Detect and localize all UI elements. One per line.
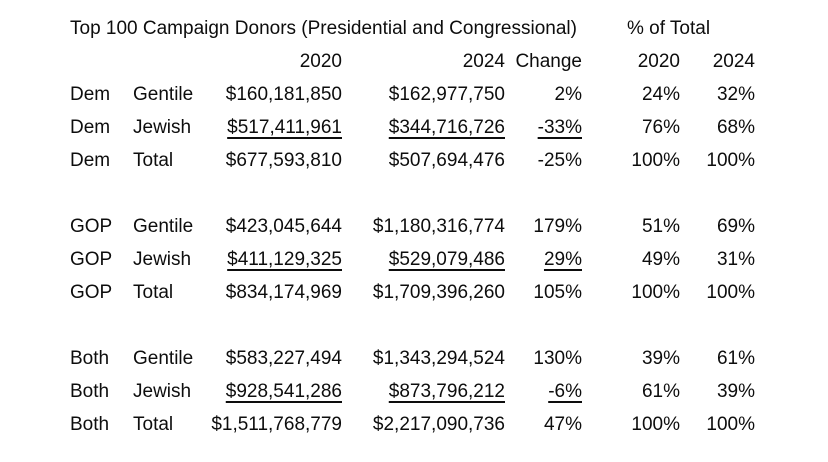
amount-2024-cell: $1,180,316,774 xyxy=(372,216,505,237)
amount-2024-cell: $1,709,396,260 xyxy=(372,282,505,303)
pct-2024-cell: 100% xyxy=(706,282,755,303)
change-cell: 105% xyxy=(533,282,582,303)
group-cell: Gentile xyxy=(133,348,194,369)
amount-2020-cell: $517,411,961 xyxy=(227,117,342,138)
party-cell: GOP xyxy=(70,249,113,270)
group-cell: Jewish xyxy=(133,249,192,270)
table-row: Dem Jewish $517,411,961 $344,716,726 -33… xyxy=(70,111,755,144)
pct-2020-header: 2020 xyxy=(637,51,680,72)
pct-2020-cell: 51% xyxy=(641,216,680,237)
pct-2024-cell: 61% xyxy=(716,348,755,369)
group-header-blank xyxy=(133,45,208,78)
amount-2024-cell: $344,716,726 xyxy=(388,117,505,138)
pct-2024-cell: 39% xyxy=(716,381,755,402)
amount-2024-cell: $2,217,090,736 xyxy=(372,414,505,435)
party-cell: Dem xyxy=(70,117,111,138)
group-cell: Total xyxy=(133,414,174,435)
pct-of-total-group-header: % of Total xyxy=(626,18,711,39)
party-cell: Both xyxy=(70,381,110,402)
group-cell: Jewish xyxy=(133,381,192,402)
amount-2020-cell: $677,593,810 xyxy=(225,150,342,171)
pct-2024-cell: 31% xyxy=(716,249,755,270)
change-header: Change xyxy=(515,51,582,72)
pct-2020-cell: 39% xyxy=(641,348,680,369)
amount-2020-cell: $423,045,644 xyxy=(225,216,342,237)
amount-2024-cell: $529,079,486 xyxy=(388,249,505,270)
table-row: GOP Gentile $423,045,644 $1,180,316,774 … xyxy=(70,210,755,243)
table-row: Both Jewish $928,541,286 $873,796,212 -6… xyxy=(70,375,755,408)
change-cell: 47% xyxy=(543,414,582,435)
change-cell: 29% xyxy=(543,249,582,270)
group-cell: Jewish xyxy=(133,117,192,138)
amount-2020-header: 2020 xyxy=(299,51,342,72)
spacer-row xyxy=(70,309,755,342)
pct-2024-cell: 100% xyxy=(706,414,755,435)
pct-2024-cell: 68% xyxy=(716,117,755,138)
amount-2020-cell: $583,227,494 xyxy=(225,348,342,369)
pct-2024-cell: 32% xyxy=(716,84,755,105)
party-header-blank xyxy=(70,45,133,78)
amount-2020-cell: $160,181,850 xyxy=(225,84,342,105)
amount-2024-cell: $162,977,750 xyxy=(388,84,505,105)
pct-2020-cell: 100% xyxy=(631,150,680,171)
donors-table: Top 100 Campaign Donors (Presidential an… xyxy=(70,12,755,441)
column-header-row: 2020 2024 Change 2020 2024 xyxy=(70,45,755,78)
table-row: GOP Total $834,174,969 $1,709,396,260 10… xyxy=(70,276,755,309)
change-cell: 2% xyxy=(554,84,582,105)
pct-2024-cell: 69% xyxy=(716,216,755,237)
pct-2020-cell: 24% xyxy=(641,84,680,105)
party-cell: Dem xyxy=(70,84,111,105)
pct-2020-cell: 49% xyxy=(641,249,680,270)
table-row: Both Gentile $583,227,494 $1,343,294,524… xyxy=(70,342,755,375)
group-cell: Gentile xyxy=(133,84,194,105)
pct-2020-cell: 100% xyxy=(631,414,680,435)
amount-2024-cell: $873,796,212 xyxy=(388,381,505,402)
amount-2020-cell: $834,174,969 xyxy=(225,282,342,303)
amount-2020-cell: $928,541,286 xyxy=(225,381,342,402)
party-cell: GOP xyxy=(70,216,113,237)
amount-2024-header: 2024 xyxy=(462,51,505,72)
pct-2020-cell: 61% xyxy=(641,381,680,402)
party-cell: Both xyxy=(70,414,110,435)
pct-2024-cell: 100% xyxy=(706,150,755,171)
group-cell: Total xyxy=(133,282,174,303)
change-cell: -25% xyxy=(537,150,582,171)
title-row: Top 100 Campaign Donors (Presidential an… xyxy=(70,12,755,45)
table-row: GOP Jewish $411,129,325 $529,079,486 29%… xyxy=(70,243,755,276)
pct-2020-cell: 76% xyxy=(641,117,680,138)
amount-2024-cell: $1,343,294,524 xyxy=(372,348,505,369)
spacer-row xyxy=(70,177,755,210)
amount-2020-cell: $411,129,325 xyxy=(227,249,342,270)
table-row: Dem Gentile $160,181,850 $162,977,750 2%… xyxy=(70,78,755,111)
pct-2020-cell: 100% xyxy=(631,282,680,303)
amount-2020-cell: $1,511,768,779 xyxy=(211,414,342,435)
table-row: Dem Total $677,593,810 $507,694,476 -25%… xyxy=(70,144,755,177)
amount-2024-cell: $507,694,476 xyxy=(388,150,505,171)
change-cell: 179% xyxy=(533,216,582,237)
group-cell: Total xyxy=(133,150,174,171)
party-cell: Both xyxy=(70,348,110,369)
group-cell: Gentile xyxy=(133,216,194,237)
table-row: Both Total $1,511,768,779 $2,217,090,736… xyxy=(70,408,755,441)
change-cell: -33% xyxy=(537,117,582,138)
change-cell: -6% xyxy=(548,381,582,402)
party-cell: GOP xyxy=(70,282,113,303)
party-cell: Dem xyxy=(70,150,111,171)
pct-2024-header: 2024 xyxy=(712,51,755,72)
change-cell: 130% xyxy=(533,348,582,369)
table-title: Top 100 Campaign Donors (Presidential an… xyxy=(70,18,577,39)
